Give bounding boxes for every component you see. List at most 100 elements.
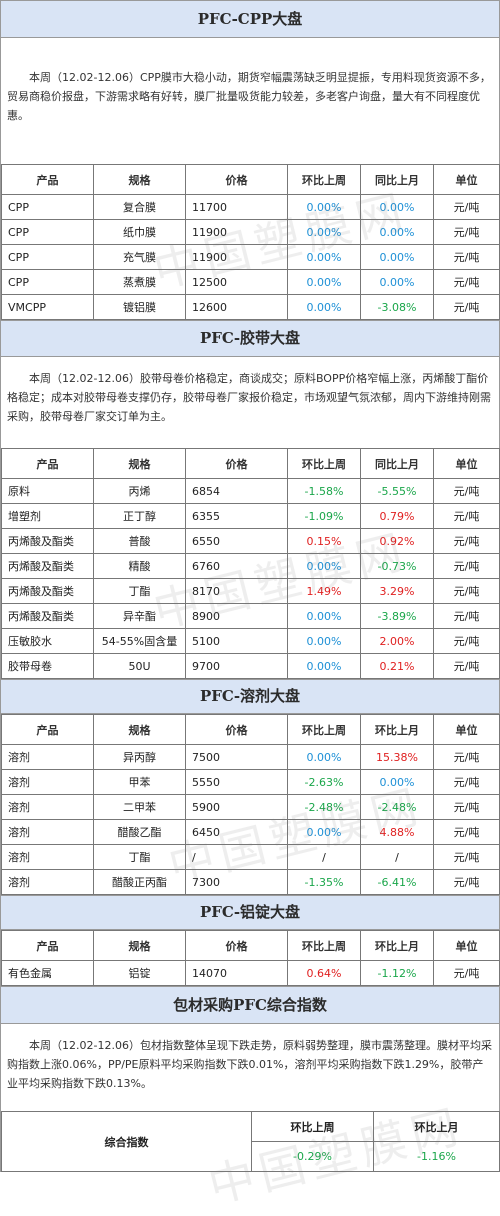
mom-change-cell: -2.48%: [360, 794, 434, 820]
table-row: 压敏胶水 54-55%固含量 5100 0.00% 2.00% 元/吨: [1, 628, 500, 654]
spec-cell: 丁酯: [93, 844, 186, 870]
spec-cell: 复合膜: [93, 194, 186, 220]
product-cell: 溶剂: [1, 844, 94, 870]
wow-change-cell: -2.63%: [287, 769, 361, 795]
table-row: VMCPP 镀铝膜 12600 0.00% -3.08% 元/吨: [1, 294, 500, 320]
product-cell: 丙烯酸及酯类: [1, 528, 94, 554]
unit-cell: 元/吨: [433, 478, 500, 504]
unit-cell: 元/吨: [433, 294, 500, 320]
wow-change-cell: 0.64%: [287, 960, 361, 986]
spec-cell: 丙烯: [93, 478, 186, 504]
product-cell: 胶带母卷: [1, 653, 94, 679]
mom-change-cell: 0.00%: [360, 769, 434, 795]
price-cell: 6450: [185, 819, 288, 845]
column-header: 产品: [1, 164, 94, 195]
mom-change-cell: -5.55%: [360, 478, 434, 504]
mom-change-cell: 0.92%: [360, 528, 434, 554]
unit-cell: 元/吨: [433, 578, 500, 604]
composite-section-title: 包材采购PFC综合指数: [1, 986, 499, 1024]
wow-change-cell: -1.09%: [287, 503, 361, 529]
unit-cell: 元/吨: [433, 553, 500, 579]
column-header: 同比上月: [360, 164, 434, 195]
price-cell: 5550: [185, 769, 288, 795]
unit-cell: 元/吨: [433, 744, 500, 770]
table-row: 溶剂 甲苯 5550 -2.63% 0.00% 元/吨: [1, 769, 500, 795]
composite-description-box: 本周（12.02-12.06）包材指数整体呈现下跌走势，原料弱势整理，膜市震荡整…: [1, 1024, 499, 1111]
mom-change-cell: 0.21%: [360, 653, 434, 679]
cpp-section-title: PFC-CPP大盘: [1, 0, 499, 38]
column-header: 环比上月: [360, 930, 434, 961]
wow-change-cell: 0.00%: [287, 628, 361, 654]
price-cell: 11900: [185, 244, 288, 270]
mom-change-cell: -3.89%: [360, 603, 434, 629]
mom-change-cell: 0.79%: [360, 503, 434, 529]
table-row: CPP 纸巾膜 11900 0.00% 0.00% 元/吨: [1, 219, 500, 245]
unit-cell: 元/吨: [433, 219, 500, 245]
column-header: 单位: [433, 930, 500, 961]
price-cell: 12600: [185, 294, 288, 320]
spec-cell: 精酸: [93, 553, 186, 579]
unit-cell: 元/吨: [433, 769, 500, 795]
product-cell: 溶剂: [1, 819, 94, 845]
spec-cell: 丁酯: [93, 578, 186, 604]
spec-cell: 50U: [93, 653, 186, 679]
composite-mom-header: 环比上月: [373, 1111, 500, 1142]
mom-change-cell: 0.00%: [360, 244, 434, 270]
table-row: 溶剂 二甲苯 5900 -2.48% -2.48% 元/吨: [1, 794, 500, 820]
spec-cell: 铝锭: [93, 960, 186, 986]
column-header: 产品: [1, 448, 94, 479]
tape-description: 本周（12.02-12.06）胶带母卷价格稳定，商谈成交；原料BOPP价格窄幅上…: [7, 372, 491, 423]
table-row: 溶剂 醋酸乙酯 6450 0.00% 4.88% 元/吨: [1, 819, 500, 845]
price-cell: 7500: [185, 744, 288, 770]
price-cell: 8170: [185, 578, 288, 604]
cpp-description: 本周（12.02-12.06）CPP膜市大稳小动，期货窄幅震荡缺乏明显提振，专用…: [7, 71, 491, 122]
column-header: 环比上周: [287, 164, 361, 195]
product-cell: 有色金属: [1, 960, 94, 986]
unit-cell: 元/吨: [433, 844, 500, 870]
price-cell: 11700: [185, 194, 288, 220]
product-cell: 溶剂: [1, 794, 94, 820]
price-cell: 7300: [185, 869, 288, 895]
cpp-price-table: 产品 规格 价格 环比上周 同比上月 单位 CPP 复合膜 11700 0.00% 0.00% 元/…: [1, 164, 500, 320]
product-cell: 压敏胶水: [1, 628, 94, 654]
composite-index-table: 综合指数 环比上周 环比上月 -0.29% -1.16%: [1, 1111, 500, 1172]
price-cell: 12500: [185, 269, 288, 295]
spec-cell: 充气膜: [93, 244, 186, 270]
table-row: 丙烯酸及酯类 普酸 6550 0.15% 0.92% 元/吨: [1, 528, 500, 554]
table-header-row: 产品 规格 价格 环比上周 环比上月 单位: [1, 930, 500, 961]
column-header: 产品: [1, 930, 94, 961]
spec-cell: 正丁醇: [93, 503, 186, 529]
wow-change-cell: 0.00%: [287, 819, 361, 845]
column-header: 环比上周: [287, 930, 361, 961]
composite-label: 综合指数: [1, 1111, 252, 1172]
wow-change-cell: 0.00%: [287, 219, 361, 245]
tape-section-title: PFC-胶带大盘: [1, 320, 499, 357]
report-page: PFC-CPP大盘 本周（12.02-12.06）CPP膜市大稳小动，期货窄幅震…: [0, 0, 500, 1172]
column-header: 单位: [433, 164, 500, 195]
wow-change-cell: -1.58%: [287, 478, 361, 504]
product-cell: 丙烯酸及酯类: [1, 603, 94, 629]
column-header: 单位: [433, 714, 500, 745]
wow-change-cell: 0.00%: [287, 653, 361, 679]
table-row: CPP 蒸煮膜 12500 0.00% 0.00% 元/吨: [1, 269, 500, 295]
wow-change-cell: 0.00%: [287, 603, 361, 629]
product-cell: 溶剂: [1, 769, 94, 795]
wow-change-cell: 0.00%: [287, 553, 361, 579]
product-cell: CPP: [1, 194, 94, 220]
cpp-description-box: 本周（12.02-12.06）CPP膜市大稳小动，期货窄幅震荡缺乏明显提振，专用…: [1, 38, 499, 164]
unit-cell: 元/吨: [433, 528, 500, 554]
product-cell: 丙烯酸及酯类: [1, 578, 94, 604]
mom-change-cell: -1.12%: [360, 960, 434, 986]
mom-change-cell: /: [360, 844, 434, 870]
unit-cell: 元/吨: [433, 503, 500, 529]
solvent-section-title: PFC-溶剂大盘: [1, 679, 499, 714]
product-cell: 增塑剂: [1, 503, 94, 529]
table-row: 溶剂 丁酯 / / / 元/吨: [1, 844, 500, 870]
mom-change-cell: -3.08%: [360, 294, 434, 320]
aluminum-price-table: 产品 规格 价格 环比上周 环比上月 单位 有色金属 铝锭 14070 0.64% -1.12% 元…: [1, 930, 500, 986]
column-header: 规格: [93, 164, 186, 195]
column-header: 价格: [185, 448, 288, 479]
mom-change-cell: 0.00%: [360, 219, 434, 245]
product-cell: 原料: [1, 478, 94, 504]
table-row: 有色金属 铝锭 14070 0.64% -1.12% 元/吨: [1, 960, 500, 986]
